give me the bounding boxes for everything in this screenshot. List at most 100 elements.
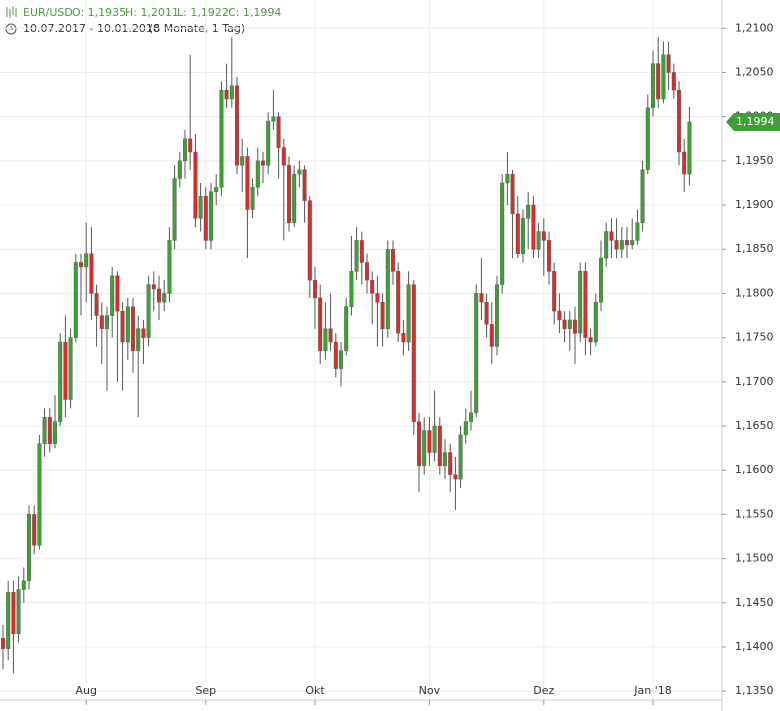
candle-body: [193, 151, 198, 219]
candle-body: [333, 341, 338, 369]
candle-body: [453, 474, 458, 480]
last-price-tag: [726, 112, 780, 131]
candle-body: [1, 637, 5, 649]
candle-body: [250, 187, 255, 210]
header: EUR/USD O: 1,1935 H: 1,2011 L: 1,1922 C:…: [5, 6, 281, 35]
candle-body: [375, 293, 380, 303]
candle-body: [162, 293, 167, 303]
candle-body: [422, 430, 427, 466]
candle-body: [479, 293, 484, 303]
candle-body: [583, 271, 588, 338]
candle-body: [110, 275, 115, 316]
close-label: C: 1,1994: [228, 6, 281, 19]
candle-body: [68, 337, 73, 400]
candle-body: [651, 63, 656, 109]
candle-body: [417, 421, 422, 466]
candle-body: [630, 240, 635, 246]
candle-body: [151, 284, 156, 290]
candle-body: [11, 591, 16, 634]
candle-body: [593, 302, 598, 343]
candle-body: [365, 262, 370, 281]
candle-body: [281, 147, 286, 166]
candle-body: [234, 85, 239, 166]
y-tick-label: 1,1600: [735, 463, 774, 476]
candle-body: [567, 319, 572, 329]
candle-body: [27, 514, 32, 581]
y-tick-label: 1,1750: [735, 331, 774, 344]
candle-body: [552, 271, 557, 312]
candle-body: [380, 302, 385, 329]
candle-body: [557, 310, 562, 321]
candle-body: [359, 240, 364, 263]
candle-body: [99, 315, 104, 329]
candle-body: [73, 262, 78, 338]
candle-body: [406, 284, 411, 343]
candle-body: [573, 319, 578, 334]
x-tick-label: Dez: [533, 684, 554, 697]
y-tick-label: 1,1700: [735, 375, 774, 388]
candle-body: [261, 160, 266, 166]
x-tick-label: Jan '18: [633, 684, 671, 697]
candle-body: [666, 54, 671, 73]
candle-body: [47, 416, 52, 444]
candle-body: [463, 421, 468, 436]
candle-body: [531, 204, 536, 250]
candle-body: [53, 421, 58, 444]
candle-body: [443, 452, 448, 466]
x-tick-label: Sep: [195, 684, 216, 697]
candle-body: [323, 328, 328, 352]
candle-body: [84, 253, 89, 268]
candle-body: [687, 121, 692, 175]
candle-body: [448, 452, 453, 475]
candle-body: [307, 200, 312, 281]
y-tick-label: 1,1900: [735, 198, 774, 211]
candle-body: [635, 222, 640, 241]
candle-body: [661, 54, 666, 100]
candle-body: [130, 306, 135, 352]
candle-body: [385, 249, 390, 329]
candle-body: [240, 156, 245, 166]
symbol-icon: [6, 6, 17, 18]
low-label: L: 1,1922: [177, 6, 229, 19]
candle-body: [599, 257, 604, 303]
candle-body: [78, 262, 83, 268]
candle-body: [474, 293, 479, 413]
candle-body: [318, 297, 323, 352]
candle-body: [671, 72, 676, 91]
x-tick-label: Nov: [419, 684, 441, 697]
candle-body: [656, 63, 661, 100]
y-tick-label: 1,1450: [735, 596, 774, 609]
candle-body: [214, 187, 219, 192]
candle-body: [354, 240, 359, 272]
candle-body: [370, 279, 375, 294]
candle-body: [115, 275, 120, 312]
y-tick-label: 1,1400: [735, 640, 774, 653]
candle-body: [287, 165, 292, 223]
candle-body: [208, 191, 213, 241]
candle-body: [177, 160, 182, 179]
candle-body: [146, 284, 151, 338]
candle-body: [16, 589, 21, 634]
candle-body: [604, 231, 609, 259]
candle-body: [328, 328, 333, 343]
x-tick-label: Okt: [305, 684, 325, 697]
candle-body: [21, 580, 26, 590]
candle-body: [489, 324, 494, 347]
candle-body: [640, 169, 645, 223]
candle-body: [536, 231, 541, 250]
candle-body: [271, 116, 276, 122]
candle-body: [562, 319, 567, 329]
candle-body: [619, 240, 624, 250]
candle-body: [120, 310, 125, 343]
y-tick-label: 1,1650: [735, 419, 774, 432]
y-tick-label: 1,2050: [735, 65, 774, 78]
candle-body: [344, 306, 349, 352]
candle-body: [224, 89, 229, 100]
candle-body: [89, 253, 94, 294]
candle-body: [625, 240, 630, 246]
last-price-label: 1,1994: [736, 115, 775, 128]
candle-body: [167, 240, 172, 294]
y-tick-label: 1,1550: [735, 507, 774, 520]
candle-body: [188, 138, 193, 153]
candle-body: [677, 89, 682, 153]
